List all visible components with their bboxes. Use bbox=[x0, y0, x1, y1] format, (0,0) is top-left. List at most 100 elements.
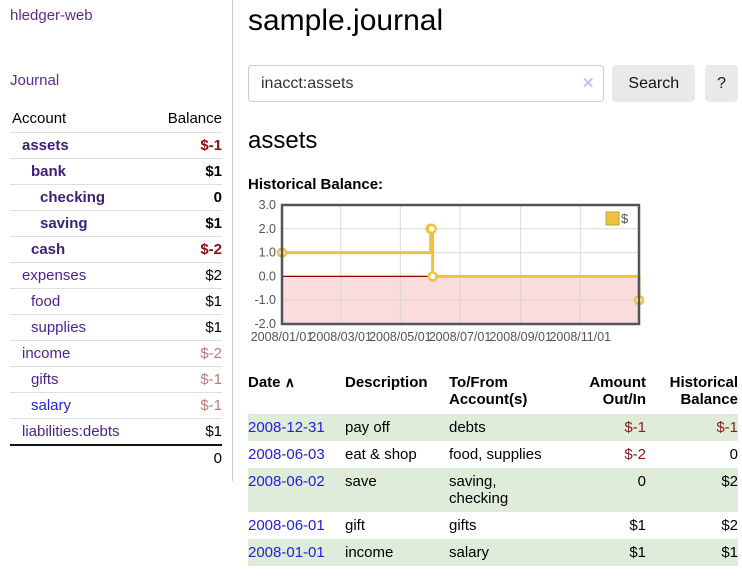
register-accounts: gifts bbox=[449, 517, 477, 534]
col-amount: Amount Out/In bbox=[589, 374, 646, 408]
register-date-link[interactable]: 2008-12-31 bbox=[248, 419, 325, 436]
account-link-expenses[interactable]: expenses bbox=[22, 267, 87, 284]
register-description: pay off bbox=[345, 419, 390, 436]
brand-link[interactable]: hledger-web bbox=[10, 7, 93, 24]
account-heading: assets bbox=[248, 127, 318, 154]
register-date-link[interactable]: 2008-06-01 bbox=[248, 517, 325, 534]
x-tick-label: 2008/05/01 bbox=[369, 330, 432, 344]
clear-search-icon[interactable]: ✕ bbox=[581, 75, 595, 92]
account-link-gifts[interactable]: gifts bbox=[31, 371, 59, 388]
account-balance: $2 bbox=[150, 262, 222, 289]
legend-swatch bbox=[605, 211, 620, 226]
register-row: 2008-12-31 pay off debts $-1 $-1 bbox=[248, 414, 738, 441]
account-row: expenses $2 bbox=[10, 262, 222, 289]
account-row: food $1 bbox=[10, 288, 222, 315]
register-row: 2008-01-01 income salary $1 $1 bbox=[248, 539, 738, 566]
search-input[interactable] bbox=[248, 65, 605, 102]
account-balance: 0 bbox=[150, 184, 222, 211]
sidebar: hledger-web Journal Account Balance asse… bbox=[0, 0, 233, 481]
account-row: gifts $-1 bbox=[10, 366, 222, 393]
register-date-link[interactable]: 2008-06-03 bbox=[248, 446, 325, 463]
account-balance: $-1 bbox=[150, 132, 222, 159]
register-date-link[interactable]: 2008-06-02 bbox=[248, 473, 325, 490]
brand: hledger-web bbox=[10, 7, 222, 25]
account-link-bank[interactable]: bank bbox=[31, 163, 67, 180]
x-tick-label: 2008/03/01 bbox=[309, 330, 372, 344]
account-link-checking[interactable]: checking bbox=[40, 189, 106, 206]
register-balance: 0 bbox=[729, 446, 738, 463]
register-amount: 0 bbox=[637, 473, 646, 490]
register-accounts: saving, checking bbox=[449, 473, 509, 507]
y-tick-label: 3.0 bbox=[259, 200, 276, 212]
register-date-link[interactable]: 2008-01-01 bbox=[248, 544, 325, 561]
col-balance: Historical Balance bbox=[669, 374, 738, 408]
balance-chart-svg: $3.0 2.0 1.0 0.0 -1.0 -2.02008/01/012008/03/0… bbox=[251, 198, 645, 344]
register-amount: $-2 bbox=[624, 446, 646, 463]
accounts-total: 0 bbox=[150, 444, 222, 471]
register-description: eat & shop bbox=[345, 446, 417, 463]
app: hledger-web Journal Account Balance asse… bbox=[0, 0, 742, 566]
sidebar-item-journal[interactable]: Journal bbox=[10, 72, 60, 89]
legend-label: $ bbox=[621, 211, 629, 226]
search-button[interactable]: Search bbox=[612, 65, 696, 102]
sidebar-nav: Journal bbox=[10, 72, 222, 90]
accounts-total-row: 0 bbox=[10, 444, 222, 471]
register-description: gift bbox=[345, 517, 366, 534]
register-accounts: salary bbox=[449, 544, 490, 561]
account-balance: $1 bbox=[150, 314, 222, 341]
col-accounts: To/From Account(s) bbox=[449, 374, 528, 408]
y-tick-label: -2.0 bbox=[254, 317, 276, 331]
help-button[interactable]: ? bbox=[705, 65, 738, 102]
col-date[interactable]: Date ∧ bbox=[248, 374, 295, 391]
sort-asc-icon: ∧ bbox=[284, 374, 295, 390]
accounts-col-balance: Balance bbox=[150, 106, 222, 133]
account-link-cash[interactable]: cash bbox=[31, 241, 66, 258]
register-header-row: Date ∧ Description To/From Account(s) Am… bbox=[248, 372, 738, 414]
register-balance: $2 bbox=[721, 517, 738, 534]
register-accounts: food, supplies bbox=[449, 446, 542, 463]
account-link-income[interactable]: income bbox=[22, 345, 71, 362]
account-balance: $-2 bbox=[150, 236, 222, 263]
chart-title: Historical Balance: bbox=[248, 176, 384, 193]
account-row: assets $-1 bbox=[10, 132, 222, 159]
account-balance: $1 bbox=[150, 210, 222, 237]
account-row: supplies $1 bbox=[10, 314, 222, 341]
accounts-table: Account Balance assets $-1 bank $1 check… bbox=[10, 106, 222, 471]
y-tick-label: 0.0 bbox=[259, 269, 276, 283]
account-balance: $-1 bbox=[150, 392, 222, 419]
account-link-food[interactable]: food bbox=[31, 293, 61, 310]
register-description: income bbox=[345, 544, 394, 561]
account-row: liabilities:debts $1 bbox=[10, 418, 222, 446]
plot-border bbox=[280, 203, 641, 326]
y-tick-label: -1.0 bbox=[254, 293, 276, 307]
account-link-saving[interactable]: saving bbox=[40, 215, 88, 232]
register-description: save bbox=[345, 473, 377, 490]
account-link-supplies[interactable]: supplies bbox=[31, 319, 87, 336]
data-point-marker bbox=[426, 223, 437, 235]
main-panel: sample.journal ✕ Search ? assets Histori… bbox=[233, 0, 742, 566]
register-table: Date ∧ Description To/From Account(s) Am… bbox=[248, 372, 738, 566]
account-link-assets[interactable]: assets bbox=[22, 137, 69, 154]
register-row: 2008-06-02 save saving, checking 0 $2 bbox=[248, 468, 738, 512]
account-row: salary $-1 bbox=[10, 392, 222, 419]
search-form: ✕ Search ? bbox=[248, 65, 738, 102]
account-balance: $1 bbox=[150, 158, 222, 185]
account-link-liabilities-debts[interactable]: liabilities:debts bbox=[22, 423, 120, 440]
account-row: bank $1 bbox=[10, 158, 222, 185]
balance-chart: $3.0 2.0 1.0 0.0 -1.0 -2.0 2008/01/01 2008/03/0… bbox=[248, 198, 738, 357]
account-row: checking 0 bbox=[10, 184, 222, 211]
register-amount: $-1 bbox=[624, 419, 646, 436]
account-row: cash $-2 bbox=[10, 236, 222, 263]
register-balance: $2 bbox=[721, 473, 738, 490]
register-row: 2008-06-01 gift gifts $1 $2 bbox=[248, 512, 738, 539]
account-link-salary[interactable]: salary bbox=[31, 397, 72, 414]
x-tick-label: 2008/09/01 bbox=[489, 330, 552, 344]
x-tick-label: 2008/11/01 bbox=[549, 330, 611, 344]
account-balance: $-1 bbox=[150, 366, 222, 393]
x-tick-label: 2008/01/01 bbox=[251, 330, 314, 344]
account-balance: $1 bbox=[150, 418, 222, 446]
y-tick-label: 1.0 bbox=[259, 246, 276, 260]
register-row: 2008-06-03 eat & shop food, supplies $-2… bbox=[248, 441, 738, 468]
account-row: income $-2 bbox=[10, 340, 222, 367]
register-accounts: debts bbox=[449, 419, 486, 436]
